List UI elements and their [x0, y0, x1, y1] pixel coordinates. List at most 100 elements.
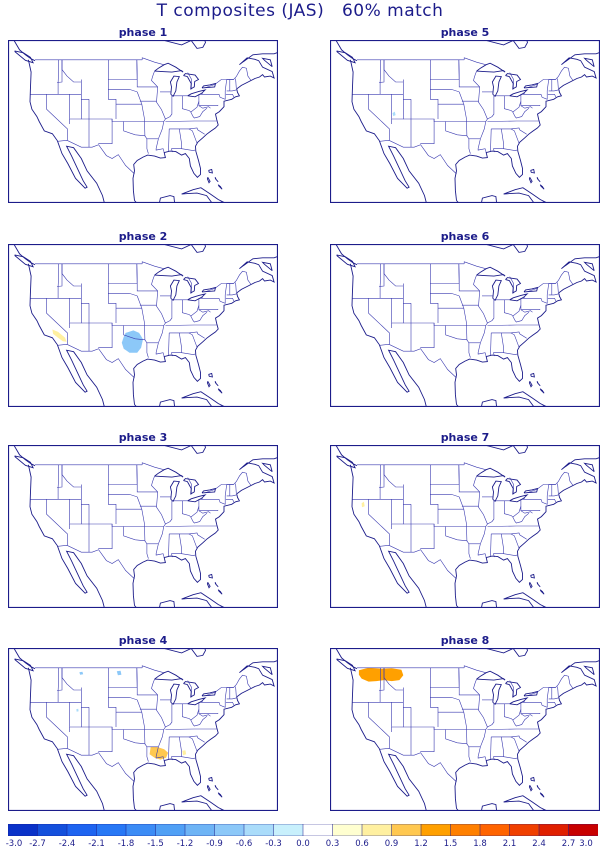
- panel-title: phase 5: [330, 26, 600, 39]
- state-border: [521, 485, 549, 505]
- state-border: [199, 105, 218, 106]
- state-border: [199, 713, 218, 714]
- colorbar-segment: [569, 824, 599, 836]
- state-border: [108, 465, 137, 485]
- coastline: [263, 262, 273, 270]
- state-border: [70, 99, 82, 119]
- state-border: [521, 305, 533, 312]
- colorbar-segment: [215, 824, 245, 836]
- coastline: [585, 262, 595, 270]
- colorbar-tick-label: 2.7: [562, 839, 576, 849]
- coastline: [133, 450, 278, 606]
- state-border: [403, 323, 445, 326]
- state-border: [464, 262, 486, 269]
- state-border: [494, 737, 504, 760]
- state-border: [226, 94, 234, 97]
- coastline: [28, 60, 104, 203]
- coastline: [529, 381, 532, 386]
- state-border: [459, 700, 467, 744]
- colorbar-segment: [421, 824, 451, 836]
- coastline: [170, 280, 179, 300]
- state-border: [504, 298, 521, 316]
- state-border: [57, 668, 62, 691]
- state-border: [494, 300, 504, 313]
- coastline: [510, 294, 527, 301]
- colorbar-segment: [38, 824, 68, 836]
- map: [330, 445, 600, 608]
- state-border: [521, 713, 540, 714]
- coastline: [537, 177, 540, 182]
- state-border: [108, 293, 137, 296]
- state-border: [191, 513, 207, 523]
- state-border: [137, 92, 145, 136]
- state-border: [70, 707, 82, 727]
- state-border: [459, 264, 480, 291]
- state-border: [189, 129, 197, 143]
- state-border: [491, 737, 492, 760]
- state-border: [108, 697, 137, 700]
- coastline: [182, 796, 224, 811]
- state-border: [57, 465, 62, 488]
- coastline: [506, 682, 521, 697]
- colorbar-tick-labels: -3.0-2.7-2.4-2.1-1.8-1.5-1.2-0.9-0.6-0.3…: [0, 839, 600, 851]
- state-border: [380, 748, 457, 782]
- panel-title: phase 6: [330, 230, 600, 243]
- colorbar-tick-label: -2.4: [59, 839, 76, 849]
- state-border: [504, 94, 521, 112]
- state-border: [491, 332, 527, 338]
- colorbar-segment: [333, 824, 363, 836]
- state-border: [379, 264, 384, 287]
- state-border: [403, 688, 411, 708]
- state-border: [464, 463, 486, 470]
- state-border: [521, 709, 533, 716]
- state-border: [172, 96, 182, 109]
- state-border: [191, 312, 207, 322]
- colorbar-segment: [510, 824, 540, 836]
- state-border: [108, 60, 137, 80]
- state-border: [369, 499, 390, 545]
- colorbar-tick-label: -1.2: [177, 839, 194, 849]
- state-border: [420, 524, 434, 549]
- colorbar-segment: [362, 824, 392, 836]
- state-border: [548, 94, 556, 97]
- state-border: [62, 465, 81, 487]
- colorbar-segment: [97, 824, 127, 836]
- colorbar-segment: [480, 824, 510, 836]
- coastline: [510, 698, 527, 705]
- coastline: [540, 389, 544, 394]
- state-border: [191, 716, 207, 726]
- state-border: [142, 666, 164, 673]
- state-border: [430, 264, 459, 284]
- coastline: [182, 392, 224, 407]
- state-border: [199, 80, 227, 100]
- coastline: [529, 582, 532, 587]
- state-border: [494, 501, 504, 514]
- coastline: [492, 481, 501, 501]
- coastline: [337, 456, 356, 468]
- coastline: [504, 593, 546, 608]
- state-border: [182, 757, 196, 759]
- state-border: [478, 695, 487, 761]
- coastline: [504, 392, 546, 407]
- colorbar-segment: [392, 824, 422, 836]
- state-border: [199, 688, 227, 708]
- coastline: [184, 278, 199, 293]
- state-border: [58, 748, 135, 782]
- state-border: [62, 668, 81, 690]
- state-border: [403, 119, 445, 122]
- state-border: [369, 298, 390, 344]
- state-border: [549, 495, 559, 496]
- colorbar-tick-label: 0.9: [385, 839, 399, 849]
- state-border: [165, 300, 172, 323]
- coastline: [455, 249, 600, 405]
- coastline: [207, 582, 210, 587]
- coastline: [457, 400, 497, 407]
- coastline: [455, 45, 600, 201]
- coastline: [540, 185, 544, 190]
- state-border: [165, 121, 216, 122]
- state-border: [420, 119, 434, 144]
- state-border: [459, 465, 480, 492]
- map-panel: phase 7: [330, 445, 600, 608]
- state-border: [513, 108, 529, 118]
- coastline: [350, 668, 426, 811]
